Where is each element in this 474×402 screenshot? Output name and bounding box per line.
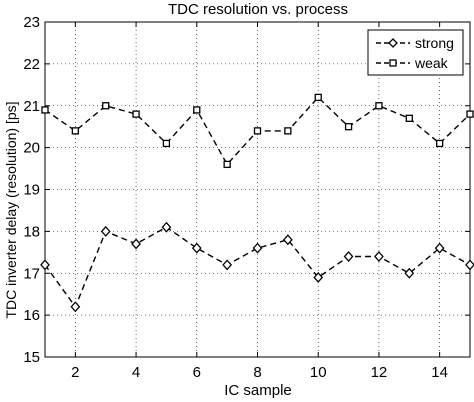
data-point-weak bbox=[162, 139, 171, 148]
data-point-strong bbox=[313, 271, 324, 283]
y-tick-label: 21 bbox=[23, 98, 40, 115]
data-point-weak bbox=[344, 123, 353, 131]
data-point-strong bbox=[161, 221, 172, 233]
y-tick-label: 23 bbox=[23, 14, 40, 31]
data-point-weak bbox=[223, 160, 231, 169]
chart-title: TDC resolution vs. process bbox=[168, 1, 348, 18]
data-point-weak bbox=[102, 102, 110, 110]
data-point-strong bbox=[222, 259, 233, 271]
x-tick-label: 4 bbox=[132, 364, 140, 381]
x-tick-label: 2 bbox=[71, 364, 79, 381]
data-point-weak bbox=[253, 127, 262, 135]
x-tick-label: 6 bbox=[193, 364, 201, 381]
legend-label-strong: strong bbox=[415, 35, 454, 51]
data-point-weak bbox=[435, 139, 444, 148]
data-point-strong bbox=[465, 259, 474, 271]
y-axis-label: TDC inverter delay (resolution) [ps] bbox=[3, 101, 19, 318]
data-point-strong bbox=[252, 242, 263, 254]
y-tick-label: 18 bbox=[23, 223, 40, 240]
y-tick-label: 15 bbox=[23, 349, 40, 366]
x-tick-label: 8 bbox=[253, 364, 261, 381]
y-tick-label: 22 bbox=[23, 56, 40, 73]
data-point-strong bbox=[434, 242, 445, 254]
legend-label-weak: weak bbox=[414, 55, 449, 71]
data-point-weak bbox=[375, 102, 383, 110]
legend-marker-weak bbox=[389, 59, 397, 67]
data-point-strong bbox=[343, 251, 354, 262]
data-point-strong bbox=[70, 301, 81, 313]
legend: strong weak bbox=[367, 29, 464, 76]
legend-marker-strong bbox=[388, 38, 398, 48]
data-point-weak bbox=[466, 110, 474, 118]
axis-ticks: 2 4 6 8 10 12 14 15 16 17 18 19 20 21 22 23 bbox=[23, 14, 470, 381]
data-point-weak bbox=[405, 114, 413, 122]
data-point-weak bbox=[71, 127, 80, 135]
data-point-strong bbox=[131, 238, 141, 250]
y-tick-label: 20 bbox=[23, 140, 40, 157]
x-tick-label: 14 bbox=[431, 364, 448, 381]
x-tick-label: 12 bbox=[371, 364, 388, 381]
data-point-strong bbox=[282, 234, 293, 246]
data-point-strong bbox=[100, 225, 111, 237]
x-axis-label: IC sample bbox=[224, 382, 292, 399]
x-tick-label: 10 bbox=[310, 364, 327, 381]
y-tick-label: 17 bbox=[23, 265, 40, 282]
data-point-strong bbox=[374, 251, 384, 262]
y-tick-label: 19 bbox=[23, 182, 40, 199]
data-point-strong bbox=[191, 242, 202, 254]
grid bbox=[45, 22, 470, 357]
y-tick-label: 16 bbox=[23, 307, 40, 324]
legend-box bbox=[367, 29, 464, 76]
data-point-weak bbox=[284, 127, 292, 135]
data-point-weak bbox=[193, 106, 201, 114]
data-point-weak bbox=[132, 110, 140, 118]
series bbox=[40, 93, 474, 313]
data-point-weak bbox=[314, 93, 322, 102]
series-line-strong bbox=[44, 226, 471, 309]
data-point-strong bbox=[40, 259, 50, 271]
data-point-strong bbox=[404, 267, 415, 279]
data-point-weak bbox=[41, 106, 49, 114]
